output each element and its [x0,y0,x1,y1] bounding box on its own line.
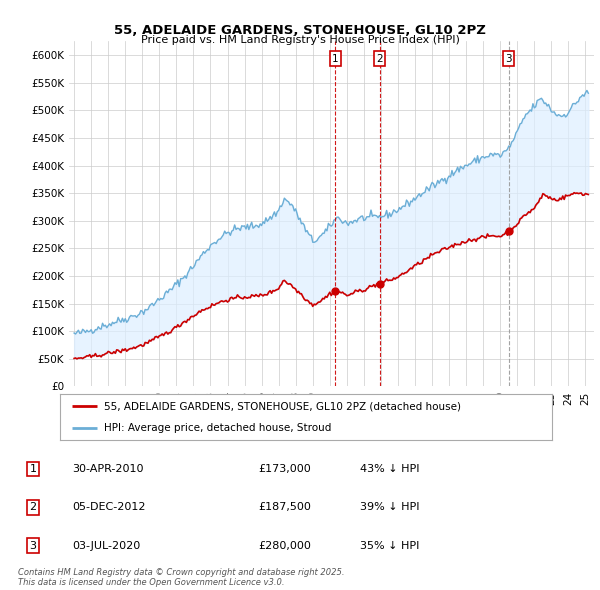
Text: 35% ↓ HPI: 35% ↓ HPI [360,541,419,550]
Text: 55, ADELAIDE GARDENS, STONEHOUSE, GL10 2PZ (detached house): 55, ADELAIDE GARDENS, STONEHOUSE, GL10 2… [104,401,461,411]
Text: 1: 1 [29,464,37,474]
Text: HPI: Average price, detached house, Stroud: HPI: Average price, detached house, Stro… [104,423,332,433]
Text: Price paid vs. HM Land Registry's House Price Index (HPI): Price paid vs. HM Land Registry's House … [140,35,460,45]
Text: 43% ↓ HPI: 43% ↓ HPI [360,464,419,474]
Text: 39% ↓ HPI: 39% ↓ HPI [360,503,419,512]
Text: 55, ADELAIDE GARDENS, STONEHOUSE, GL10 2PZ: 55, ADELAIDE GARDENS, STONEHOUSE, GL10 2… [114,24,486,37]
Text: £187,500: £187,500 [258,503,311,512]
Text: 30-APR-2010: 30-APR-2010 [72,464,143,474]
Text: Contains HM Land Registry data © Crown copyright and database right 2025.
This d: Contains HM Land Registry data © Crown c… [18,568,344,587]
Text: 3: 3 [29,541,37,550]
Text: 05-DEC-2012: 05-DEC-2012 [72,503,146,512]
Text: 2: 2 [376,54,383,64]
Text: 3: 3 [505,54,512,64]
Text: 03-JUL-2020: 03-JUL-2020 [72,541,140,550]
Text: £173,000: £173,000 [258,464,311,474]
Text: 1: 1 [332,54,339,64]
Text: 2: 2 [29,503,37,512]
Text: £280,000: £280,000 [258,541,311,550]
